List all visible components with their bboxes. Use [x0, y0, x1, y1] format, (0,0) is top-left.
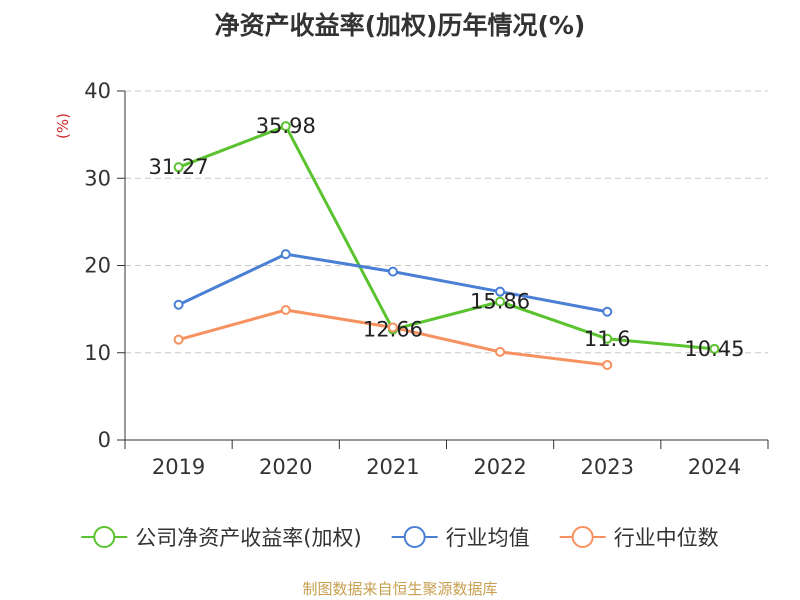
x-tick-label-2019: 2019 [152, 455, 205, 479]
data-label-2023: 11.6 [584, 327, 631, 351]
y-tick-label-10: 10 [84, 341, 111, 365]
data-point-s0-2023 [602, 333, 613, 344]
source-note: 制图数据来自恒生聚源数据库 [302, 580, 498, 598]
legend-label-1: 行业均值 [446, 526, 530, 550]
axes: 0 10 20 30 40 (%) 2019 2020 2021 2022 2023 2024 [54, 79, 769, 479]
y-tick-label-20: 20 [84, 254, 111, 278]
x-tick-label-2022: 2022 [473, 455, 526, 479]
legend-item-2[interactable]: 行业中位数 [559, 526, 719, 550]
data-labels: 31.27 35.98 12.66 15.86 11.6 10.45 [149, 114, 745, 361]
legend-circle-icon-0 [93, 526, 116, 548]
data-label-2022: 15.86 [470, 290, 530, 314]
x-tick-label-2023: 2023 [581, 455, 634, 479]
data-point-s0-2022 [495, 296, 506, 307]
legend-label-2: 行业中位数 [614, 526, 719, 550]
data-label-2019: 31.27 [149, 155, 209, 179]
data-point-s2-2019 [173, 334, 184, 345]
grid-lines [125, 90, 768, 354]
data-point-s1-2021 [387, 266, 398, 277]
y-tick-label-40: 40 [84, 79, 111, 103]
data-point-s2-2022 [495, 346, 506, 357]
legend-circle-icon-2 [571, 526, 594, 548]
data-label-2024: 10.45 [684, 337, 744, 361]
data-point-s1-2020 [280, 249, 291, 260]
data-points [173, 121, 720, 370]
data-point-s0-2024 [709, 343, 720, 354]
data-label-2020: 35.98 [256, 114, 316, 138]
legend-item-0[interactable]: 公司净资产收益率(加权) [81, 526, 362, 550]
legend: 公司净资产收益率(加权) 行业均值 行业中位数 [81, 526, 719, 550]
data-point-s2-2020 [280, 304, 291, 315]
legend-label-0: 公司净资产收益率(加权) [135, 526, 361, 550]
y-tick-label-0: 0 [98, 428, 111, 452]
data-point-s1-2022 [495, 286, 506, 297]
x-tick-label-2024: 2024 [688, 455, 741, 479]
x-tick-label-2021: 2021 [366, 455, 419, 479]
legend-circle-icon-1 [403, 526, 426, 548]
y-tick-label-30: 30 [84, 166, 111, 190]
data-point-s0-2019 [173, 162, 184, 173]
data-point-s2-2023 [602, 359, 613, 370]
data-point-s2-2021 [387, 322, 398, 333]
chart-title: 净资产收益率(加权)历年情况(%) [214, 11, 586, 40]
series-lines [177, 124, 715, 367]
data-label-2021: 12.66 [363, 318, 423, 342]
y-axis-label: (%) [54, 113, 72, 139]
data-point-s1-2019 [173, 299, 184, 310]
series-line-1 [177, 252, 608, 314]
data-point-s1-2023 [602, 306, 613, 317]
x-tick-label-2020: 2020 [259, 455, 312, 479]
series-line-0 [178, 124, 715, 351]
data-point-s0-2020 [280, 121, 291, 132]
legend-item-1[interactable]: 行业均值 [391, 526, 530, 550]
